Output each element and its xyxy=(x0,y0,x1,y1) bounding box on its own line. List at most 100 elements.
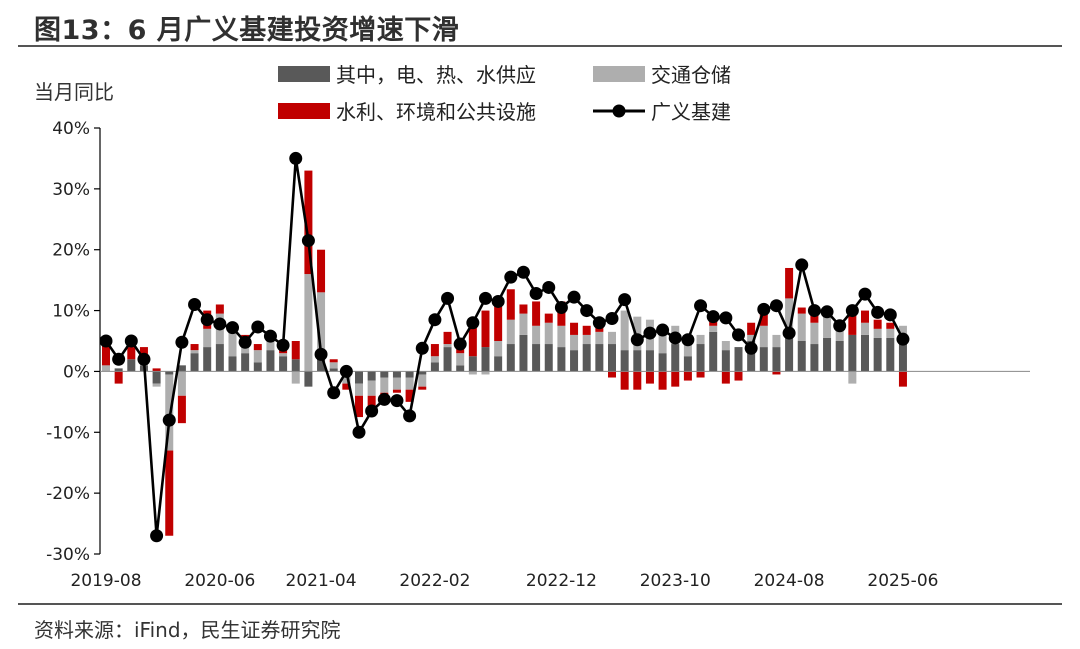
bar-power xyxy=(253,362,262,372)
bar-transport xyxy=(886,328,895,338)
bar-power xyxy=(392,371,401,378)
bar-water xyxy=(873,319,882,329)
bar-transport xyxy=(595,331,604,345)
infra-point xyxy=(656,323,670,337)
bar-power xyxy=(367,371,376,381)
infra-point xyxy=(807,304,821,318)
infra-point xyxy=(757,302,771,316)
bar-transport xyxy=(392,377,401,390)
bar-transport xyxy=(456,353,465,366)
bar-water xyxy=(190,344,199,351)
bar-water xyxy=(608,371,616,378)
bar-power xyxy=(241,353,250,372)
figure-title: 图13：6 月广义基建投资增速下滑 xyxy=(34,15,460,46)
infra-point xyxy=(124,334,138,348)
bar-water xyxy=(304,170,313,275)
infra-point xyxy=(238,335,252,349)
bar-water xyxy=(886,322,895,329)
bar-water xyxy=(392,389,401,393)
bar-water xyxy=(494,301,503,341)
bar-water xyxy=(114,371,123,384)
bar-transport xyxy=(772,334,781,348)
infra-point xyxy=(390,394,404,408)
bar-transport xyxy=(835,328,844,341)
bar-transport xyxy=(544,322,553,345)
bar-water xyxy=(570,322,579,335)
bar-power xyxy=(747,341,756,372)
infra-point xyxy=(137,352,151,366)
bar-water xyxy=(165,450,174,536)
infra-point xyxy=(567,290,581,304)
bar-power xyxy=(279,356,288,372)
bar-transport xyxy=(797,313,806,341)
infra-point xyxy=(188,297,202,311)
infra-point xyxy=(263,329,277,343)
bar-water xyxy=(658,371,667,390)
bar-transport xyxy=(721,341,730,351)
bar-power xyxy=(380,371,389,378)
title-rule xyxy=(18,45,1062,47)
bar-water xyxy=(734,371,743,381)
y-tick-label: 30% xyxy=(52,180,90,200)
bar-power xyxy=(696,344,705,372)
infra-point xyxy=(858,287,872,301)
bar-water xyxy=(683,371,692,381)
bar-power xyxy=(165,371,174,375)
bar-transport xyxy=(317,292,326,357)
infra-point xyxy=(719,311,733,325)
bar-power xyxy=(633,350,642,372)
infra-point xyxy=(630,333,644,347)
bar-power xyxy=(355,371,363,384)
bar-power xyxy=(329,368,338,372)
bar-water xyxy=(481,310,490,348)
infra-line xyxy=(104,157,905,538)
y-axis-label: 当月同比 xyxy=(34,80,114,104)
bar-water xyxy=(544,313,553,323)
y-tick-label: 0% xyxy=(63,362,90,382)
infra-point xyxy=(213,317,227,331)
x-tick-label: 2019-08 xyxy=(70,571,141,591)
bar-transport xyxy=(468,371,477,375)
infra-point xyxy=(314,347,328,361)
y-tick-label: -10% xyxy=(46,423,90,443)
infra-point xyxy=(580,304,594,318)
bar-water xyxy=(177,395,186,424)
infra-point xyxy=(833,319,847,333)
bar-water xyxy=(430,344,439,357)
bar-water xyxy=(785,267,794,299)
infra-point xyxy=(276,338,290,352)
infra-point xyxy=(175,335,189,349)
bar-water xyxy=(721,371,730,384)
bar-power xyxy=(835,341,844,372)
bar-power xyxy=(494,356,503,372)
infra-point xyxy=(377,392,391,406)
bar-power xyxy=(873,337,882,372)
bar-water xyxy=(696,371,705,378)
infra-point xyxy=(769,299,783,313)
bar-power xyxy=(797,341,806,372)
bar-series xyxy=(102,170,907,536)
bar-transport xyxy=(823,316,832,338)
bar-transport xyxy=(102,365,110,372)
x-axis: 2019-08 2020-06 2021-04 2022-02 2022-12 2023-… xyxy=(70,571,938,591)
bar-water xyxy=(671,371,680,387)
bar-water xyxy=(443,331,452,345)
bar-transport xyxy=(810,322,819,345)
bar-water xyxy=(519,304,528,314)
bar-water xyxy=(797,307,806,314)
bar-power xyxy=(456,365,465,372)
infra-point xyxy=(327,386,341,400)
infra-point xyxy=(554,301,568,315)
x-tick-label: 2020-06 xyxy=(184,571,255,591)
infra-point xyxy=(795,258,809,272)
bar-power xyxy=(481,347,490,372)
bar-power xyxy=(557,347,566,372)
bar-power xyxy=(114,368,123,372)
bar-water xyxy=(747,322,756,335)
infra-point xyxy=(491,294,505,308)
bar-transport xyxy=(342,377,351,384)
bar-power xyxy=(544,344,553,372)
infra-point xyxy=(365,404,379,418)
bar-transport xyxy=(519,313,528,335)
infra-point xyxy=(428,313,442,327)
